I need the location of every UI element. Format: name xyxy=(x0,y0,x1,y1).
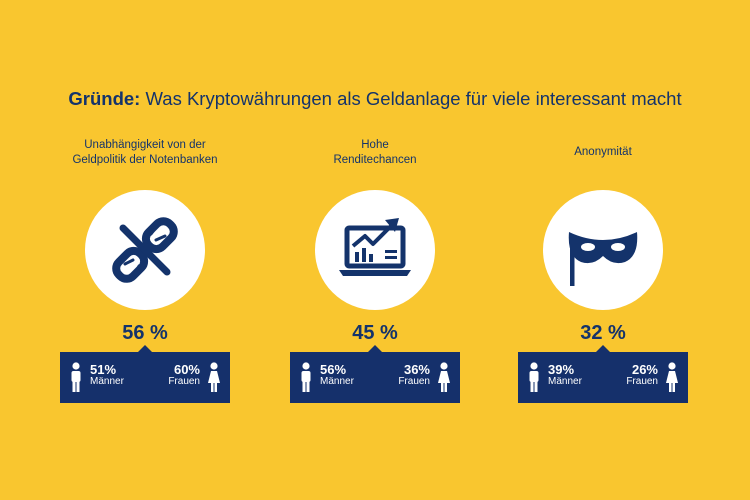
woman-icon xyxy=(666,362,678,392)
reason-caption: Anonymität xyxy=(508,145,698,160)
men-label: Männer xyxy=(548,376,582,387)
men-value: 51% xyxy=(90,362,117,377)
women-value: 60% xyxy=(173,362,200,377)
reason-caption: Hohe Renditechancen xyxy=(280,138,470,168)
reason-caption: Unabhängigkeit von der Geldpolitik der N… xyxy=(50,138,240,168)
men-label: Männer xyxy=(90,376,124,387)
women-value: 26% xyxy=(631,362,658,377)
total-percentage: 45 % xyxy=(352,322,398,344)
gender-breakdown-box: 56% Männer 36% Frauen xyxy=(290,352,460,403)
women-label: Frauen xyxy=(398,376,430,387)
men-value: 56% xyxy=(320,362,347,377)
men-label: Männer xyxy=(320,376,354,387)
man-icon xyxy=(301,362,311,392)
men-stat: 39% Männer xyxy=(548,362,582,388)
box-pointer xyxy=(367,345,383,353)
caption-line: Geldpolitik der Notenbanken xyxy=(72,154,218,166)
women-value: 36% xyxy=(403,362,430,377)
title-rest: Was Kryptowährungen als Geldanlage für v… xyxy=(140,88,682,109)
icon-circle xyxy=(315,190,435,310)
man-icon xyxy=(71,362,81,392)
mask-flag-icon xyxy=(568,232,638,286)
women-label: Frauen xyxy=(626,376,658,387)
women-stat: 26% Frauen xyxy=(626,362,658,388)
icon-circle xyxy=(543,190,663,310)
woman-icon xyxy=(438,362,450,392)
men-stat: 56% Männer xyxy=(320,362,354,388)
women-label: Frauen xyxy=(168,376,200,387)
caption-line: Anonymität xyxy=(574,146,632,158)
total-percentage: 56 % xyxy=(122,322,168,344)
caption-line: Renditechancen xyxy=(333,154,417,166)
women-stat: 60% Frauen xyxy=(168,362,200,388)
men-value: 39% xyxy=(548,362,575,377)
caption-line: Unabhängigkeit von der xyxy=(84,139,206,151)
women-stat: 36% Frauen xyxy=(398,362,430,388)
box-pointer xyxy=(137,345,153,353)
total-percentage: 32 % xyxy=(580,322,626,344)
icon-circle xyxy=(85,190,205,310)
gender-breakdown-box: 51% Männer 60% Frauen xyxy=(60,352,230,403)
woman-icon xyxy=(208,362,220,392)
title-bold: Gründe: xyxy=(68,88,141,109)
gender-breakdown-box: 39% Männer 26% Frauen xyxy=(518,352,688,403)
box-pointer xyxy=(595,345,611,353)
chart-title: Gründe: Was Kryptowährungen als Geldanla… xyxy=(0,88,750,110)
men-stat: 51% Männer xyxy=(90,362,124,388)
man-icon xyxy=(529,362,539,392)
broken-chain-icon xyxy=(112,217,178,283)
laptop-chart-icon xyxy=(339,218,411,276)
caption-line: Hohe xyxy=(361,139,389,151)
